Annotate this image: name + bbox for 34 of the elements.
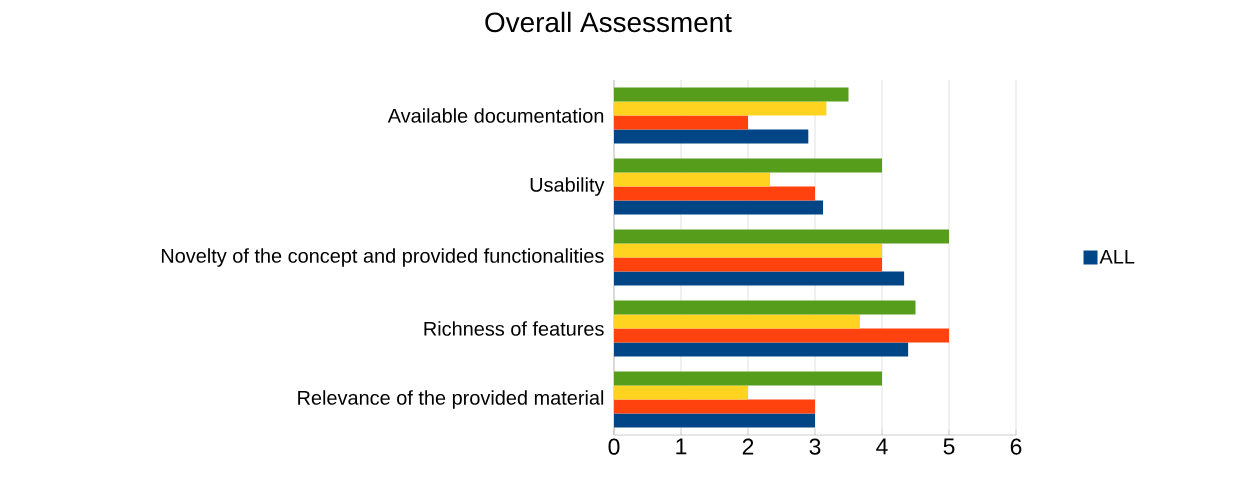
- bar: [614, 271, 905, 286]
- bar: [614, 172, 771, 187]
- bar: [614, 399, 815, 414]
- bar: [614, 300, 916, 315]
- bar: [614, 115, 748, 130]
- x-tick-label: 1: [676, 438, 687, 455]
- x-tick-label: 3: [809, 438, 821, 455]
- bar: [614, 385, 748, 400]
- y-tick-label: Richness of features: [424, 321, 604, 336]
- x-tick-label: 2: [742, 438, 754, 455]
- legend-label: ALL: [1099, 249, 1135, 264]
- bar: [614, 158, 882, 173]
- chart-title: Overall Assessment: [485, 11, 732, 33]
- bar: [614, 229, 949, 244]
- bar: [614, 87, 849, 102]
- bar: [614, 371, 882, 386]
- bar: [614, 129, 809, 144]
- bar: [614, 186, 815, 201]
- y-tick-label: Relevance of the provided material: [298, 390, 604, 409]
- bar: [614, 257, 882, 272]
- bar: [614, 101, 827, 116]
- bar: [614, 342, 909, 357]
- bar: [614, 200, 824, 215]
- x-tick-label: 5: [943, 438, 955, 455]
- x-tick-label: 4: [876, 438, 888, 455]
- y-tick-label: Available documentation: [387, 108, 604, 123]
- x-tick-label: 0: [608, 438, 620, 455]
- bar: [614, 328, 949, 343]
- bar: [614, 314, 860, 329]
- bar: [614, 413, 815, 428]
- y-tick-label: Usability: [530, 177, 605, 196]
- bar: [614, 243, 882, 258]
- x-tick-label: 6: [1010, 438, 1022, 455]
- y-tick-label: Novelty of the concept and provided functionalities: [161, 248, 604, 267]
